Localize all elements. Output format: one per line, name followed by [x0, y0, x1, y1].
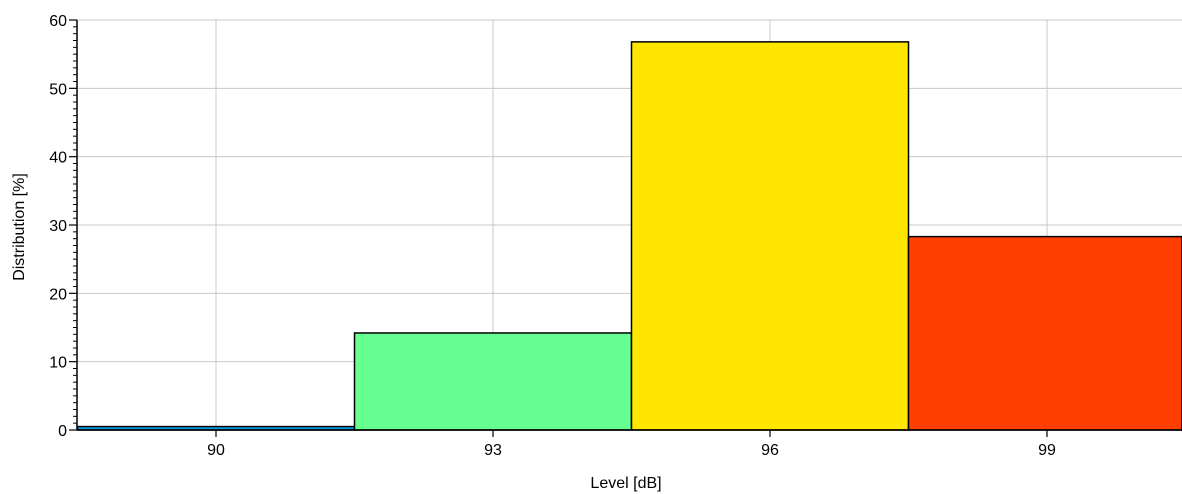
bar-96 [630, 41, 910, 431]
x-tick-label: 99 [1038, 442, 1056, 459]
x-tick-label: 90 [207, 442, 225, 459]
y-tick-labels: 0 10 20 30 40 50 60 [49, 13, 67, 440]
bar-93 [353, 332, 633, 431]
x-tick-label: 93 [484, 442, 502, 459]
axes [69, 19, 1182, 437]
y-tick-label: 30 [49, 218, 67, 235]
x-axis-label: Level [dB] [590, 475, 661, 492]
y-tick-label: 20 [49, 286, 67, 303]
bars [76, 41, 1182, 431]
bar-99 [907, 235, 1182, 431]
y-tick-label: 0 [58, 423, 67, 440]
y-tick-label: 60 [49, 13, 67, 30]
y-tick-label: 10 [49, 355, 67, 372]
x-tick-label: 96 [761, 442, 779, 459]
x-tick-labels: 90 93 96 99 [207, 442, 1056, 459]
y-tick-label: 50 [49, 81, 67, 98]
y-tick-label: 40 [49, 150, 67, 167]
y-axis-label: Distribution [%] [11, 173, 28, 281]
